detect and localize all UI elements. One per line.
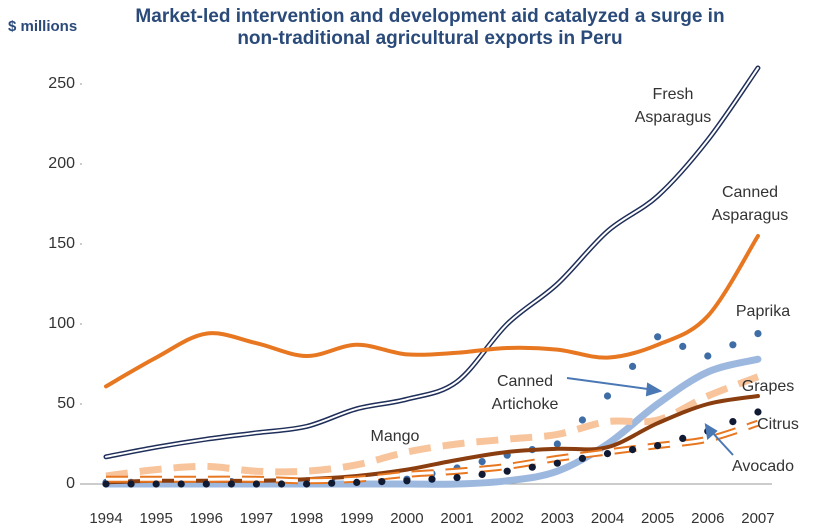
x-tick-label: 2005 (641, 510, 674, 527)
series-point (277, 480, 286, 488)
chart-title: Market-led intervention and development … (135, 6, 725, 49)
x-tick-label: 2001 (440, 510, 473, 527)
x-tick-label: 1999 (340, 510, 373, 527)
series-point (578, 416, 587, 424)
series-point (704, 352, 712, 360)
series-point (403, 477, 411, 485)
x-tick-label: 1996 (190, 510, 223, 527)
series-label: Canned Artichoke (492, 373, 559, 413)
series-line (106, 421, 759, 483)
x-tick-label: 2004 (591, 510, 624, 527)
series-point (654, 333, 662, 341)
series-point (628, 362, 637, 370)
x-tick-label: 2007 (741, 510, 774, 527)
series-point (303, 480, 311, 488)
series-point (328, 479, 336, 487)
series-point (152, 480, 160, 488)
series-point (353, 478, 361, 486)
arrowhead (704, 423, 718, 440)
x-tick-label: 2000 (390, 510, 423, 527)
y-tick-label: 0 (66, 475, 75, 492)
series-point (679, 434, 687, 442)
series-label: Grapes (742, 378, 794, 395)
series-point (754, 408, 762, 416)
series-label: Canned Asparagus (712, 184, 789, 224)
y-axis-label: $ millions (8, 18, 78, 35)
series-point (578, 454, 587, 462)
series-point (528, 463, 536, 471)
y-tick-label: 150 (48, 235, 75, 252)
series-point (378, 478, 386, 486)
y-tick-label: 100 (48, 315, 75, 332)
series-line (102, 355, 762, 488)
x-tick-label: 1998 (290, 510, 323, 527)
series-point (754, 330, 762, 338)
x-tick-label: 1997 (240, 510, 273, 527)
series-point (628, 446, 637, 454)
x-tick-label: 1994 (89, 510, 122, 527)
series-point (227, 480, 235, 488)
series-line (105, 373, 760, 480)
series-point (453, 474, 461, 482)
arrow (566, 377, 656, 391)
y-tick-label: 50 (57, 395, 75, 412)
series-point (478, 458, 486, 466)
series-point (603, 450, 612, 458)
series-label: Fresh Asparagus (635, 86, 712, 126)
series-point (679, 342, 687, 350)
series-point (729, 418, 737, 426)
x-tick-label: 2003 (541, 510, 574, 527)
x-tick-label: 1995 (139, 510, 172, 527)
series-point (428, 475, 436, 483)
series-point (202, 480, 210, 488)
series-point (102, 480, 110, 488)
series-point (252, 480, 261, 488)
series-point (503, 467, 511, 475)
series-point (729, 341, 737, 349)
arrows (566, 377, 734, 456)
x-tick-label: 2002 (491, 510, 524, 527)
series-point (553, 440, 561, 448)
x-tick-label: 2006 (691, 510, 724, 527)
series-label: Citrus (757, 416, 799, 433)
series-label: Mango (371, 428, 420, 445)
series-line (105, 67, 759, 458)
y-tick-label: 250 (48, 75, 75, 92)
series-point (478, 470, 486, 478)
series-line (104, 234, 760, 389)
series-point (603, 392, 612, 400)
series-point (553, 459, 561, 467)
series-point (654, 442, 662, 450)
series-label: Paprika (736, 303, 790, 320)
series-point (127, 480, 135, 488)
y-tick-label: 200 (48, 155, 75, 172)
series-label: Avocado (732, 458, 794, 475)
series-point (177, 480, 185, 488)
arrowhead (645, 382, 663, 397)
